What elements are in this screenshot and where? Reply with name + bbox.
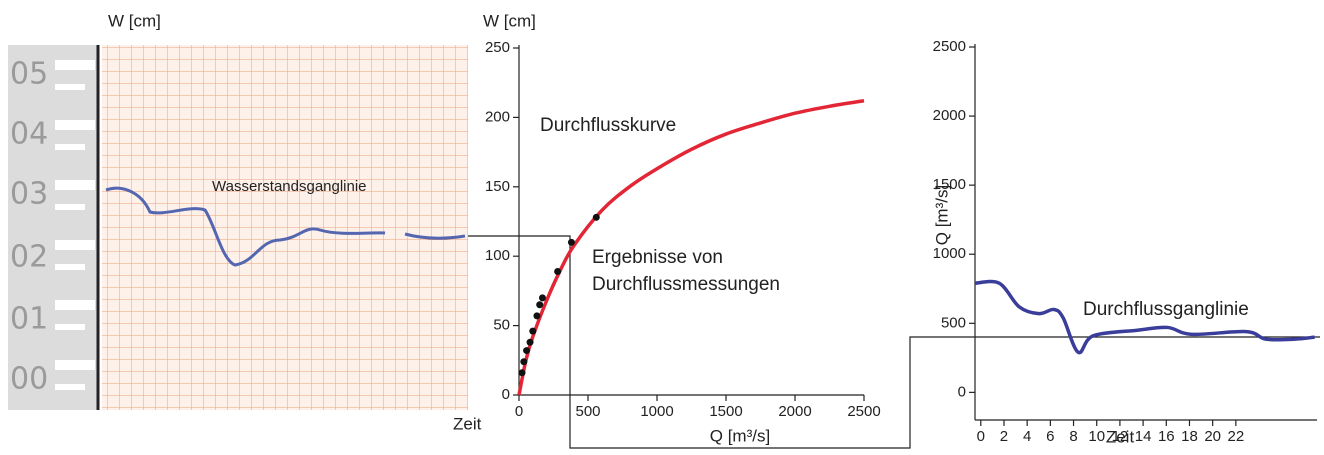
staff-label: 04 [10, 117, 48, 152]
annotation: Durchflussmessungen [592, 274, 780, 295]
x-tick-label: 22 [1228, 428, 1245, 445]
point [536, 301, 544, 309]
point [592, 213, 600, 221]
staff-label: 01 [10, 302, 48, 337]
annotation: Ergebnisse von [592, 247, 723, 268]
stage-curve [105, 186, 466, 267]
point [523, 347, 531, 355]
y-tick-label: 1500 [933, 176, 966, 193]
y-tick-label: 250 [485, 39, 510, 56]
y-axis-label: Q [m³/s] [932, 185, 951, 245]
point [518, 369, 526, 377]
x-tick-label: 0 [977, 428, 985, 445]
x-axis-label: Q [m³/s] [710, 426, 770, 445]
axis-label: Zeit [453, 414, 482, 433]
annotation: Durchflusskurve [540, 115, 676, 136]
point [567, 238, 575, 246]
x-tick-label: 12 [1112, 428, 1129, 445]
annotation: Wasserstandsganglinie [212, 178, 367, 195]
x-tick-label: 500 [575, 403, 600, 420]
y-tick-label: 2500 [933, 38, 966, 55]
point [520, 358, 528, 366]
annotation: Durchflussganglinie [1083, 299, 1249, 320]
y-tick-label: 150 [485, 178, 510, 195]
y-tick-label: 200 [485, 108, 510, 125]
y-tick-label: 0 [502, 386, 510, 403]
x-tick-label: 2 [1000, 428, 1008, 445]
x-tick-label: 18 [1181, 428, 1198, 445]
x-tick-label: 1000 [640, 403, 673, 420]
x-tick-label: 16 [1158, 428, 1175, 445]
x-tick-label: 4 [1023, 428, 1031, 445]
axis-label: W [cm] [108, 11, 161, 30]
x-tick-label: 2500 [847, 403, 880, 420]
line [974, 279, 1315, 355]
x-tick-label: 10 [1088, 428, 1105, 445]
gauge-panel: W [cm] Wasserstandsganglinie Zeit [8, 11, 482, 433]
y-tick-label: 50 [493, 317, 510, 334]
staff-label: 00 [10, 362, 48, 397]
staff [8, 45, 98, 410]
x-tick-label: 1500 [709, 403, 742, 420]
y-tick-label: 2000 [933, 107, 966, 124]
y-tick-label: 100 [485, 247, 510, 264]
x-tick-label: 20 [1204, 428, 1221, 445]
x-tick-label: 2000 [778, 403, 811, 420]
y-tick-label: 500 [941, 314, 966, 331]
x-tick-label: 6 [1046, 428, 1054, 445]
connector [468, 235, 1320, 449]
x-tick-label: 8 [1069, 428, 1077, 445]
x-axis-label: Zeit [1106, 427, 1135, 446]
x-tick-label: 14 [1135, 428, 1152, 445]
point [529, 327, 537, 335]
staff-label: 05 [10, 57, 48, 92]
chart-paper [102, 45, 468, 410]
line [517, 99, 865, 396]
staff-marks [55, 60, 95, 390]
staff-label: 03 [10, 177, 48, 212]
y-tick-label: 0 [958, 383, 966, 400]
point [526, 338, 534, 346]
point [554, 267, 562, 275]
point [538, 294, 546, 302]
point [533, 312, 541, 320]
y-tick-label: 1000 [933, 245, 966, 262]
y-axis-label: W [cm] [483, 11, 536, 30]
x-tick-label: 0 [515, 403, 523, 420]
staff-label: 02 [10, 240, 48, 275]
